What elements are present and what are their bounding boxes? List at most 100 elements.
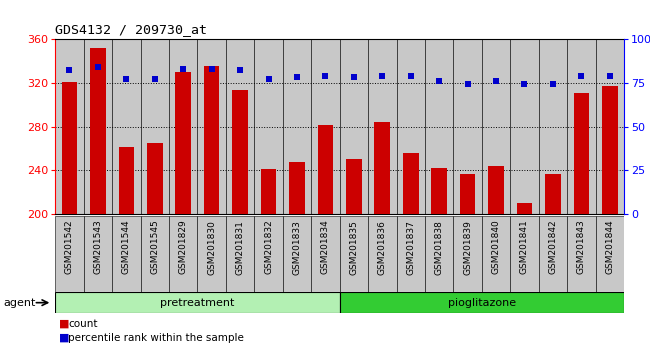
Text: GSM201545: GSM201545 [150, 220, 159, 274]
Bar [226, 216, 254, 292]
Bar [84, 216, 112, 292]
Point [491, 78, 501, 84]
Bar [169, 216, 198, 292]
Point [604, 73, 615, 79]
Bar [454, 216, 482, 292]
Bar [112, 39, 140, 214]
Text: GDS4132 / 209730_at: GDS4132 / 209730_at [55, 23, 207, 36]
Text: ■: ■ [58, 319, 69, 329]
Text: GSM201837: GSM201837 [406, 220, 415, 275]
Bar [169, 39, 198, 214]
Bar [140, 216, 169, 292]
Bar [396, 216, 425, 292]
Bar [112, 216, 140, 292]
Point [263, 76, 274, 82]
Bar [261, 169, 276, 214]
Bar [147, 143, 162, 214]
Text: GSM201543: GSM201543 [94, 220, 103, 274]
Bar [339, 216, 368, 292]
Text: count: count [68, 319, 98, 329]
Bar [573, 93, 589, 214]
Text: GSM201844: GSM201844 [605, 220, 614, 274]
Bar [55, 216, 84, 292]
Bar [396, 39, 425, 214]
Bar [510, 216, 539, 292]
Point [348, 75, 359, 80]
Bar [254, 39, 283, 214]
Bar [488, 166, 504, 214]
Text: GSM201839: GSM201839 [463, 220, 472, 275]
Bar [454, 39, 482, 214]
Bar [368, 39, 396, 214]
Text: GSM201843: GSM201843 [577, 220, 586, 274]
Text: GSM201835: GSM201835 [349, 220, 358, 275]
Bar [374, 122, 390, 214]
Point [150, 76, 160, 82]
Bar [311, 216, 339, 292]
Bar [425, 39, 454, 214]
Point [377, 73, 387, 79]
Bar [567, 39, 595, 214]
Bar [318, 125, 333, 214]
Bar [62, 82, 77, 214]
Bar [346, 159, 361, 214]
Bar [204, 66, 220, 214]
Text: GSM201831: GSM201831 [235, 220, 244, 275]
Text: percentile rank within the sample: percentile rank within the sample [68, 333, 244, 343]
Point [519, 82, 530, 87]
Bar [289, 161, 305, 214]
Bar [55, 39, 84, 214]
Point [178, 66, 188, 72]
Bar [90, 48, 106, 214]
Text: ■: ■ [58, 333, 69, 343]
Point [406, 73, 416, 79]
Bar [339, 292, 624, 313]
Text: agent: agent [3, 298, 36, 308]
Text: GSM201841: GSM201841 [520, 220, 529, 274]
Point [121, 76, 131, 82]
Point [462, 82, 473, 87]
Text: pioglitazone: pioglitazone [448, 298, 516, 308]
Bar [567, 216, 595, 292]
Text: GSM201830: GSM201830 [207, 220, 216, 275]
Point [235, 68, 245, 73]
Text: GSM201842: GSM201842 [549, 220, 558, 274]
Bar [118, 147, 134, 214]
Bar [539, 216, 567, 292]
Bar [482, 39, 510, 214]
Bar [432, 168, 447, 214]
Point [548, 82, 558, 87]
Text: GSM201544: GSM201544 [122, 220, 131, 274]
Bar [403, 153, 419, 214]
Bar [595, 39, 624, 214]
Point [576, 73, 586, 79]
Text: GSM201832: GSM201832 [264, 220, 273, 274]
Bar [602, 86, 617, 214]
Bar [254, 216, 283, 292]
Point [93, 64, 103, 70]
Text: GSM201542: GSM201542 [65, 220, 74, 274]
Bar [460, 174, 475, 214]
Point [207, 66, 217, 72]
Bar [55, 292, 339, 313]
Bar [198, 39, 226, 214]
Bar [517, 203, 532, 214]
Bar [84, 39, 112, 214]
Point [64, 68, 75, 73]
Text: GSM201833: GSM201833 [292, 220, 302, 275]
Bar [226, 39, 254, 214]
Bar [283, 216, 311, 292]
Bar [232, 90, 248, 214]
Bar [339, 39, 368, 214]
Text: GSM201834: GSM201834 [321, 220, 330, 274]
Text: GSM201838: GSM201838 [435, 220, 444, 275]
Text: GSM201836: GSM201836 [378, 220, 387, 275]
Bar [595, 216, 624, 292]
Text: pretreatment: pretreatment [161, 298, 235, 308]
Bar [176, 72, 191, 214]
Bar [368, 216, 396, 292]
Bar [482, 216, 510, 292]
Bar [140, 39, 169, 214]
Bar [539, 39, 567, 214]
Bar [283, 39, 311, 214]
